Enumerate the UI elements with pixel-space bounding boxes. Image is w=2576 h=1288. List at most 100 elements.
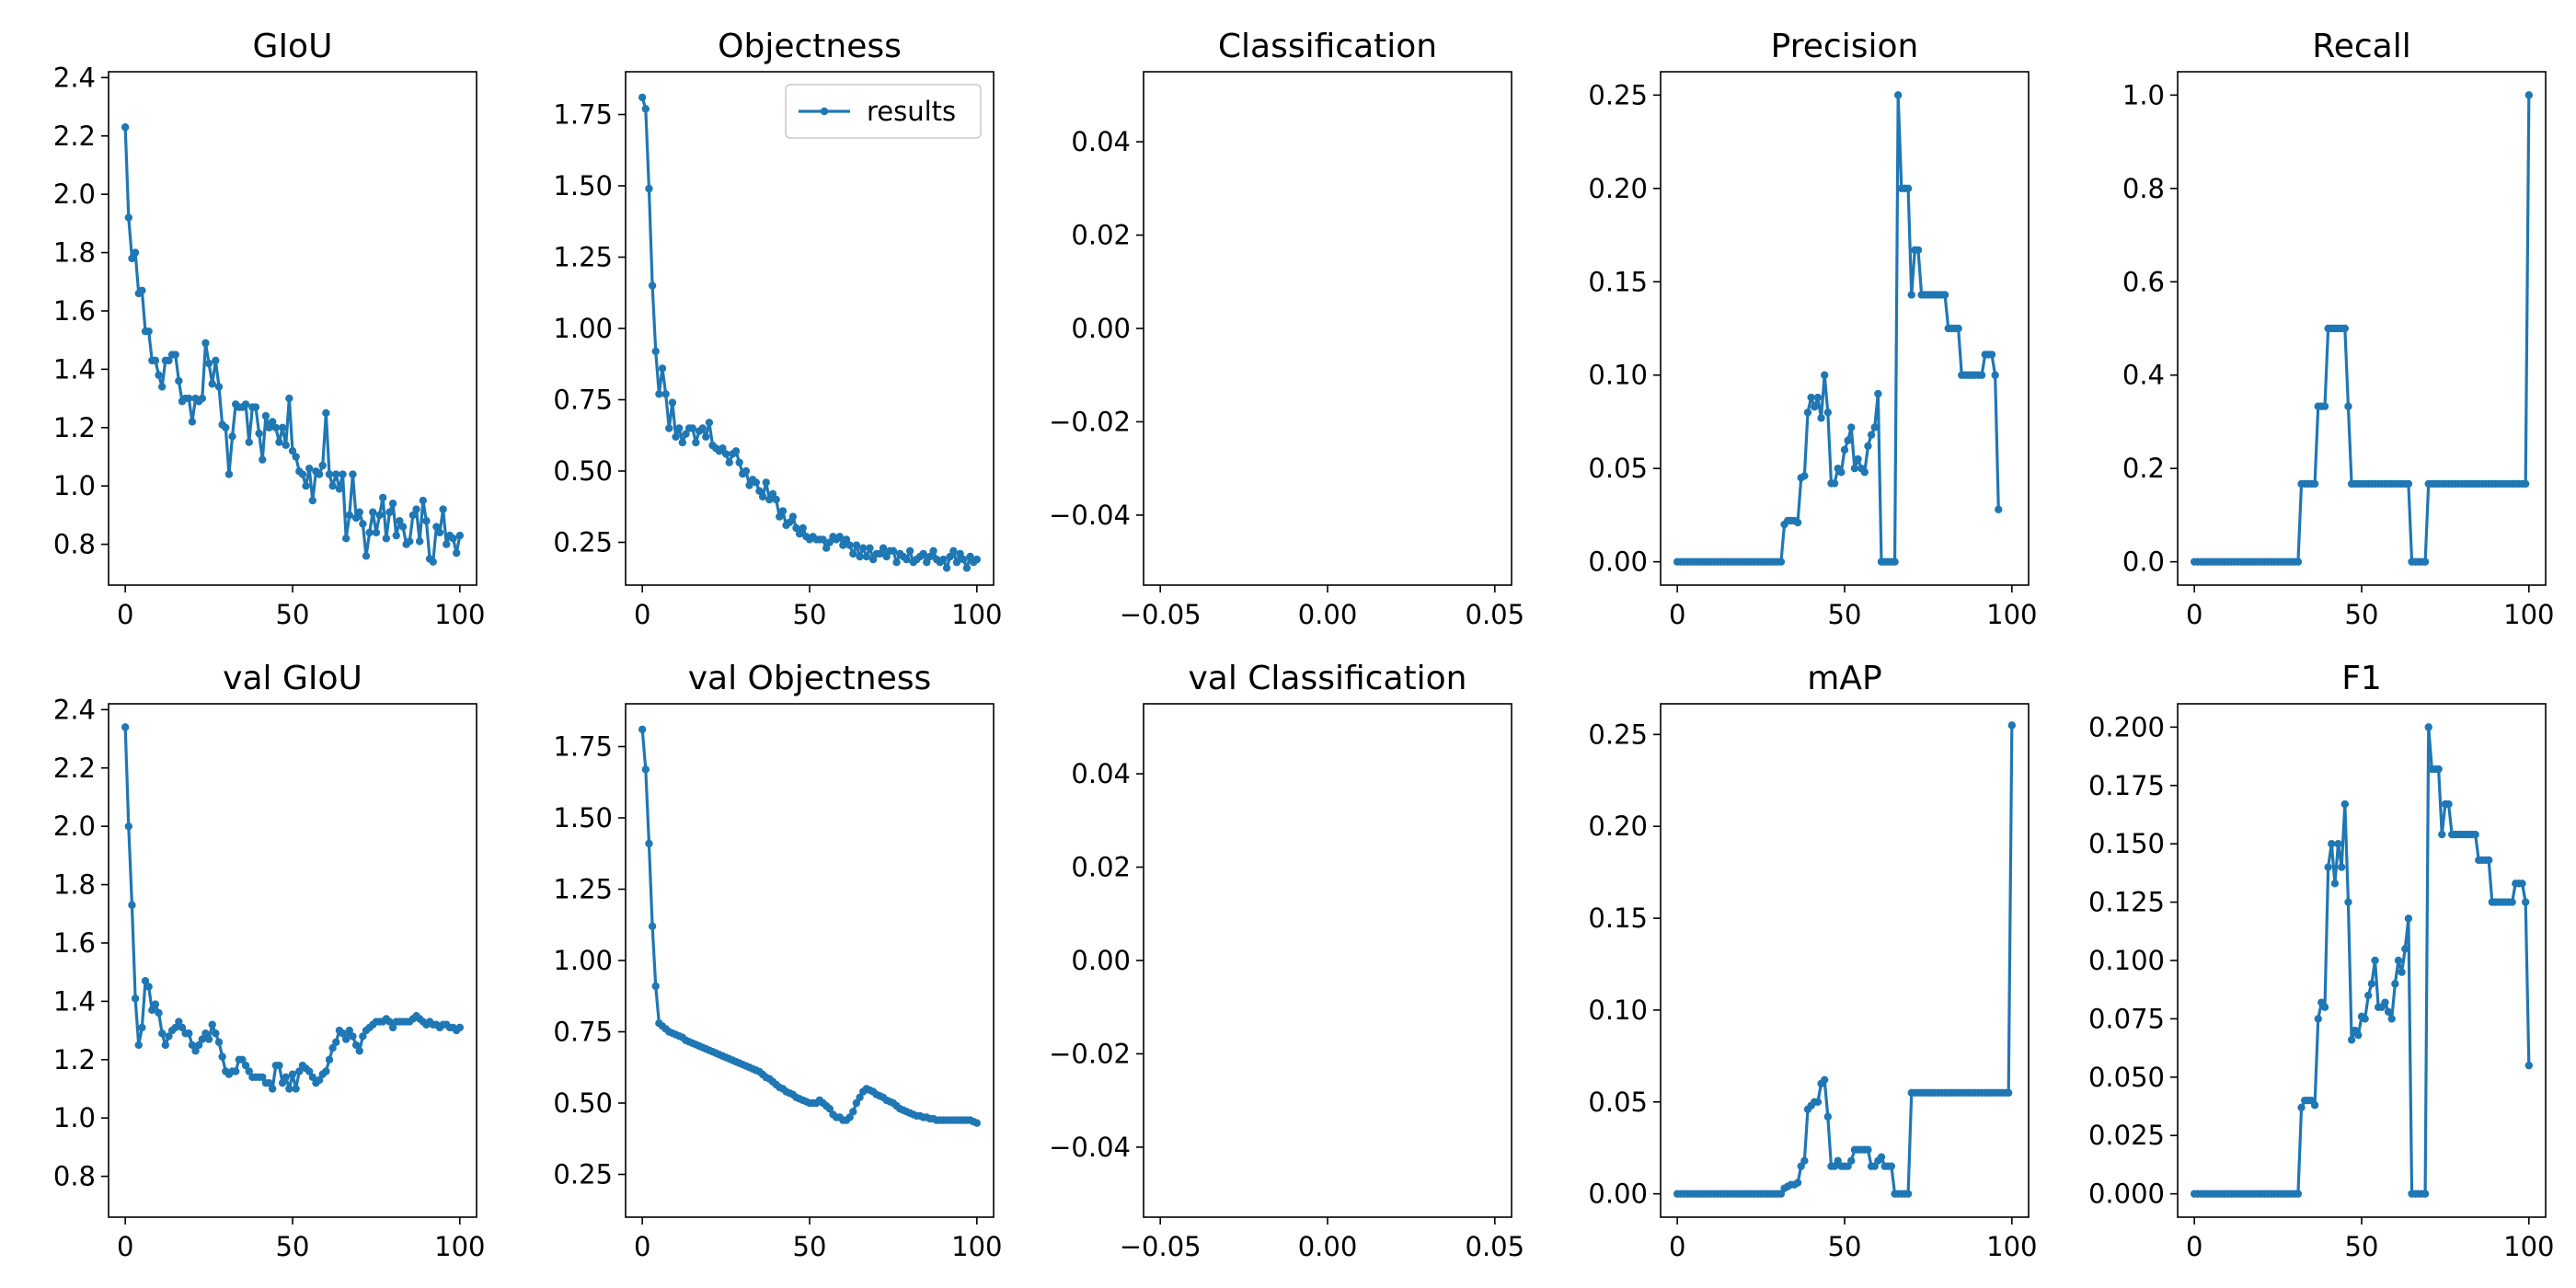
data-point xyxy=(201,1029,210,1038)
axes-frame xyxy=(1660,703,2030,1218)
series-line xyxy=(640,97,978,570)
x-tick-label: 0 xyxy=(1669,1231,1685,1262)
data-point xyxy=(292,453,300,461)
data-point xyxy=(245,438,253,446)
data-point xyxy=(151,356,160,365)
data-point xyxy=(191,1047,200,1055)
data-point xyxy=(960,555,968,564)
data-point xyxy=(645,184,653,193)
data-point xyxy=(845,541,854,549)
x-tick-label: −0.05 xyxy=(1120,599,1202,630)
data-point xyxy=(1991,371,1999,379)
x-tick-label: 100 xyxy=(1986,1231,2037,1262)
y-tick-label: 2.2 xyxy=(53,121,96,152)
y-tick-label: 0.20 xyxy=(1588,173,1648,204)
data-point xyxy=(795,530,804,538)
data-point xyxy=(939,555,948,564)
data-point xyxy=(151,1000,160,1008)
chart-title: val GIoU xyxy=(223,660,362,697)
x-tick-label: 100 xyxy=(951,1231,1002,1262)
data-point xyxy=(858,544,868,552)
data-point xyxy=(2521,479,2530,489)
data-point xyxy=(1891,558,1899,566)
y-tick-label: 0.75 xyxy=(553,385,613,416)
data-point xyxy=(2340,799,2350,809)
data-point xyxy=(1850,464,1859,473)
data-point xyxy=(1874,389,1882,398)
data-point xyxy=(962,564,972,572)
data-point xyxy=(245,1067,253,1075)
data-point xyxy=(157,1029,167,1038)
y-tick-label: 0.50 xyxy=(553,1087,613,1119)
data-point xyxy=(822,544,831,552)
data-point xyxy=(785,518,794,526)
data-point xyxy=(435,528,444,537)
data-point xyxy=(388,1023,397,1032)
data-point xyxy=(972,1119,982,1127)
data-point xyxy=(772,495,780,504)
data-point xyxy=(165,356,173,365)
data-point xyxy=(949,546,958,555)
axes-frame xyxy=(2177,703,2547,1218)
x-tick-label: 0.00 xyxy=(1298,599,1358,630)
legend-box xyxy=(785,84,982,139)
data-point xyxy=(212,1029,220,1038)
data-point xyxy=(1854,454,1862,464)
y-tick-label: 0.00 xyxy=(1588,546,1648,578)
y-tick-label: 1.0 xyxy=(53,470,96,501)
data-point xyxy=(825,1105,834,1113)
series-line xyxy=(2194,725,2531,1196)
data-point xyxy=(429,558,437,566)
data-point xyxy=(222,423,230,431)
data-point xyxy=(224,470,234,478)
data-point xyxy=(645,839,653,848)
data-point xyxy=(758,492,767,501)
data-point xyxy=(212,356,220,365)
y-tick-label: 0.75 xyxy=(553,1017,613,1048)
data-point xyxy=(161,1041,170,1050)
data-point xyxy=(966,552,974,561)
data-point xyxy=(141,976,150,985)
y-tick-label: 1.00 xyxy=(553,313,613,344)
data-point xyxy=(198,1035,207,1043)
x-tick-label: 50 xyxy=(2345,1231,2379,1262)
data-point xyxy=(1867,431,1876,439)
data-point xyxy=(2354,1030,2363,1040)
data-point xyxy=(188,418,197,426)
data-point xyxy=(375,511,384,520)
data-point xyxy=(204,1035,213,1043)
y-tick-label: 1.6 xyxy=(53,927,96,959)
data-point xyxy=(788,512,798,521)
y-tick-label: 1.50 xyxy=(553,802,613,834)
data-point xyxy=(339,1029,347,1038)
data-point xyxy=(359,520,367,528)
data-point xyxy=(2381,998,2389,1006)
y-tick-label: 0.04 xyxy=(1071,126,1131,157)
data-point xyxy=(2421,1190,2430,1198)
data-point xyxy=(1903,1190,1913,1198)
y-tick-label: 0.00 xyxy=(1588,1179,1648,1210)
y-tick-label: 0.4 xyxy=(2122,360,2165,391)
data-point xyxy=(1844,436,1852,444)
data-point xyxy=(765,495,774,504)
x-tick-label: −0.05 xyxy=(1120,1231,1202,1262)
data-point xyxy=(138,1023,146,1032)
data-point xyxy=(325,470,334,478)
data-point xyxy=(121,723,130,731)
data-point xyxy=(315,1075,324,1085)
data-point xyxy=(688,424,696,432)
chart-title: val Objectness xyxy=(688,660,932,697)
y-tick-label: 0.10 xyxy=(1588,995,1648,1026)
data-point xyxy=(856,1093,864,1102)
data-point xyxy=(1820,1075,1829,1085)
data-point xyxy=(2340,324,2350,333)
y-tick-label: 0.15 xyxy=(1588,903,1648,934)
data-point xyxy=(2310,1101,2319,1110)
data-point xyxy=(171,1023,179,1032)
data-point xyxy=(755,487,764,495)
y-tick-label: 0.00 xyxy=(1071,313,1131,344)
data-point xyxy=(238,1055,247,1064)
chart-title: Objectness xyxy=(718,28,902,65)
data-point xyxy=(124,822,133,831)
data-point xyxy=(455,531,465,540)
